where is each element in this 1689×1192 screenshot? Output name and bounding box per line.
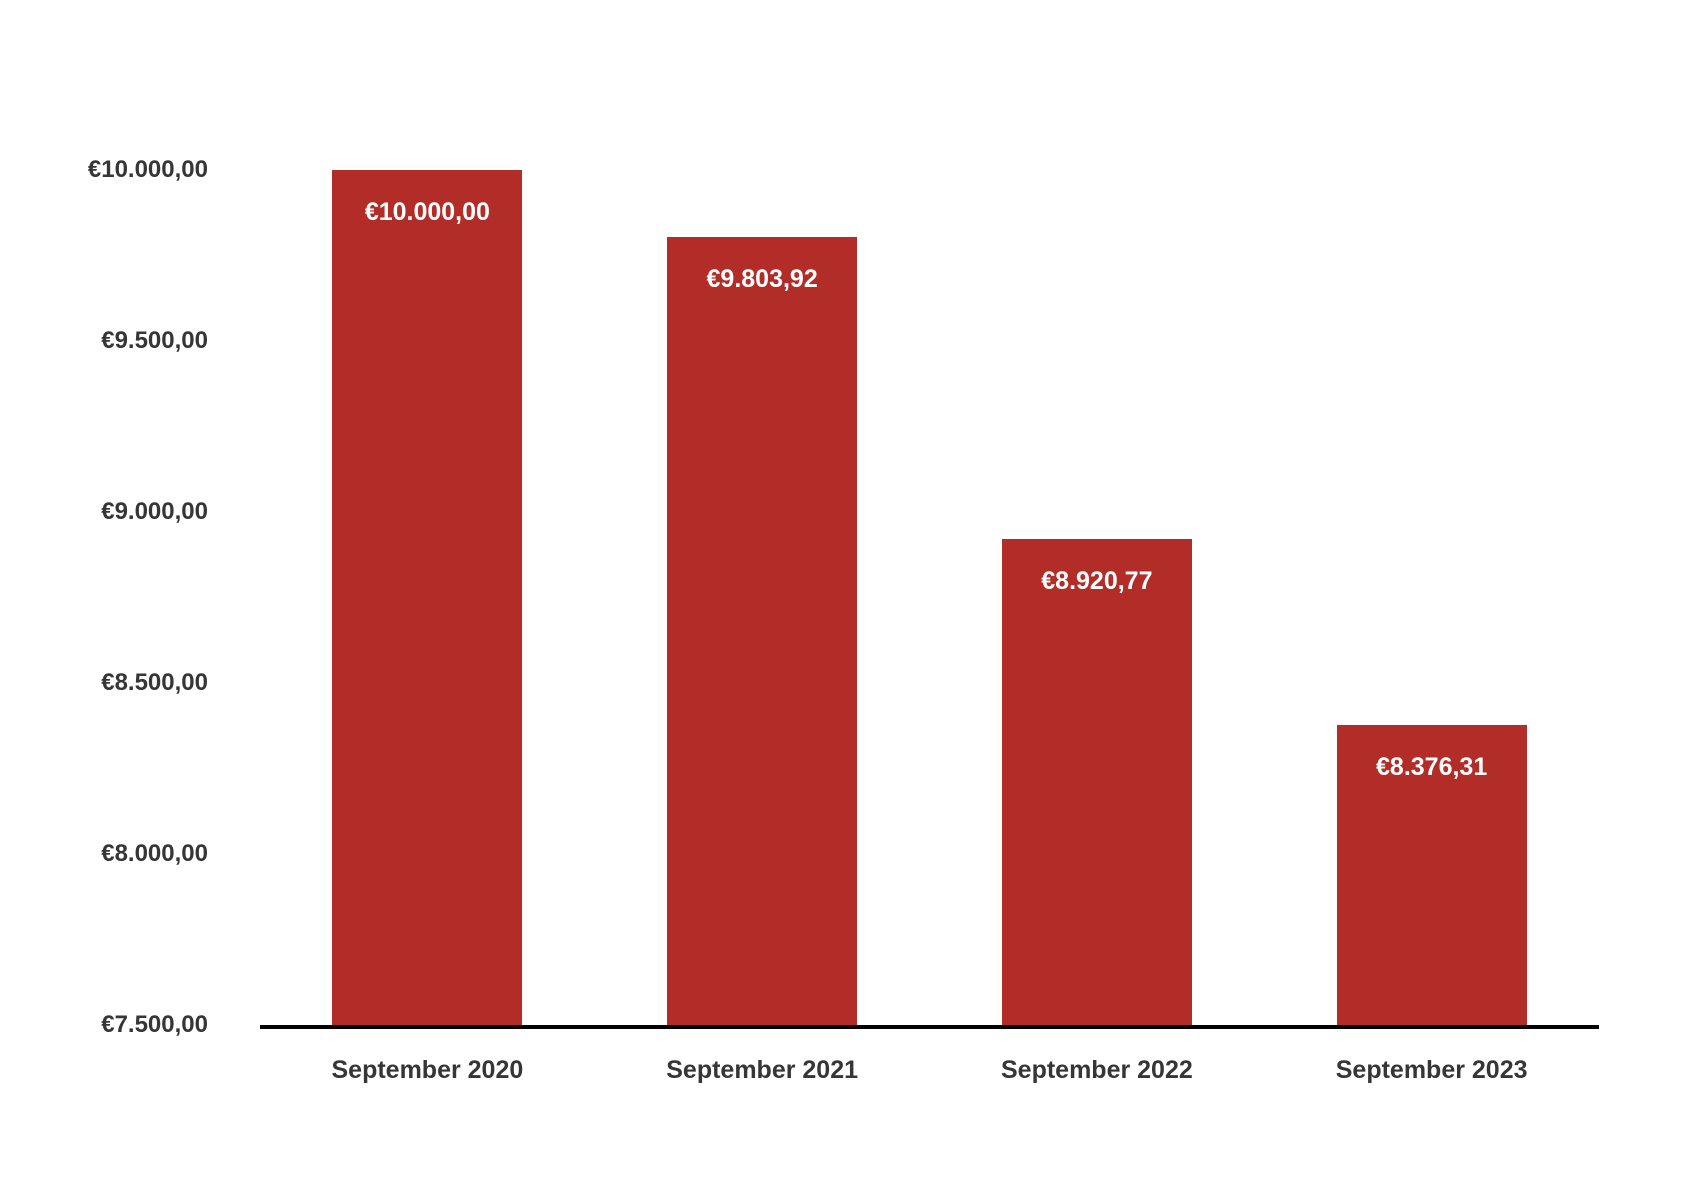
x-axis-category-label: September 2021 bbox=[666, 1056, 859, 1084]
bar-september-2021: €9.803,92 bbox=[667, 237, 858, 1025]
x-axis-category-label: September 2020 bbox=[331, 1056, 524, 1084]
bar-value-label: €8.376,31 bbox=[1376, 753, 1488, 782]
x-axis: September 2020 September 2021 September … bbox=[260, 1056, 1599, 1085]
bar-slot: €10.000,00 bbox=[260, 170, 595, 1025]
bar-september-2022: €8.920,77 bbox=[1001, 539, 1192, 1025]
bar-september-2023: €8.376,31 bbox=[1336, 725, 1527, 1025]
y-axis-tick-label: €8.500,00 bbox=[101, 669, 208, 696]
y-axis-tick-label: €7.500,00 bbox=[101, 1011, 208, 1038]
bar-slot: €8.920,77 bbox=[930, 170, 1265, 1025]
y-axis-tick-label: €10.000,00 bbox=[87, 156, 208, 183]
bar-september-2020: €10.000,00 bbox=[332, 170, 523, 1025]
x-axis-category-label: September 2022 bbox=[1000, 1056, 1193, 1084]
x-axis-category-label: September 2023 bbox=[1335, 1056, 1528, 1084]
bar-slot: €8.376,31 bbox=[1264, 170, 1599, 1025]
y-axis-tick-label: €9.000,00 bbox=[101, 498, 208, 525]
y-axis-tick-label: €9.500,00 bbox=[101, 327, 208, 354]
bar-value-label: €8.920,77 bbox=[1041, 567, 1153, 596]
y-axis: €10.000,00 €9.500,00 €9.000,00 €8.500,00… bbox=[40, 156, 208, 1038]
y-axis-tick-label: €8.000,00 bbox=[101, 840, 208, 867]
bar-value-label: €10.000,00 bbox=[364, 198, 490, 226]
bar-slot: €9.803,92 bbox=[595, 170, 930, 1025]
plot-area: €10.000,00 €9.803,92 €8.920,77 €8.376,31 bbox=[260, 170, 1599, 1029]
bar-value-label: €9.803,92 bbox=[706, 265, 818, 294]
